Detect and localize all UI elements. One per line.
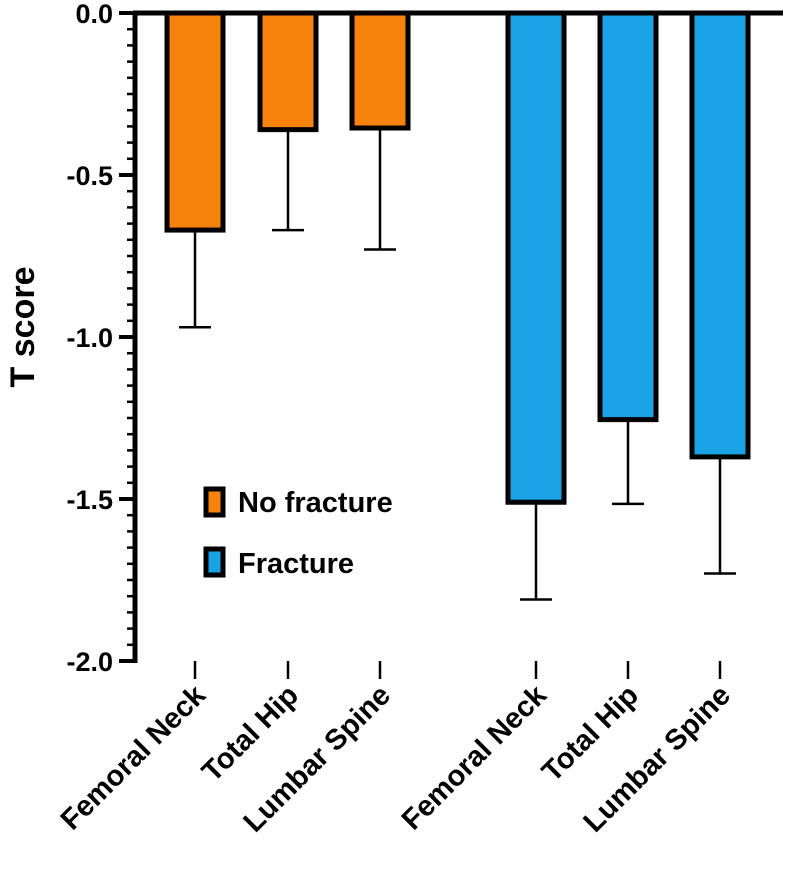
y-tick-label: 0.0 xyxy=(75,0,113,29)
bar-fracture-total-hip xyxy=(597,10,659,423)
bar-layer xyxy=(164,10,751,601)
y-tick-label: -1.0 xyxy=(66,323,113,353)
bar-no-fracture-femoral-neck xyxy=(164,10,226,233)
bar-fracture-lumbar-spine xyxy=(689,10,751,460)
y-tick-label: -0.5 xyxy=(66,161,113,191)
y-tick-label: -1.5 xyxy=(66,485,113,515)
x-category-label: Femoral Neck xyxy=(55,679,213,837)
bar-fracture-femoral-neck xyxy=(505,10,567,505)
legend-label-no-fracture: No fracture xyxy=(238,487,393,519)
legend-swatch-no-fracture xyxy=(203,486,226,518)
bar-no-fracture-total-hip xyxy=(257,10,319,133)
legend-swatch-fracture xyxy=(203,546,226,578)
legend-label-fracture: Fracture xyxy=(238,548,354,580)
y-tick-label: -2.0 xyxy=(66,647,113,677)
axis-layer: 0.0 -0.5 -1.0 -1.5 -2.0 xyxy=(66,0,783,677)
bar-no-fracture-lumbar-spine xyxy=(349,10,411,131)
legend: No fracture Fracture xyxy=(203,486,393,580)
y-axis-label: T score xyxy=(4,267,42,388)
x-category-label: Femoral Neck xyxy=(396,679,554,837)
